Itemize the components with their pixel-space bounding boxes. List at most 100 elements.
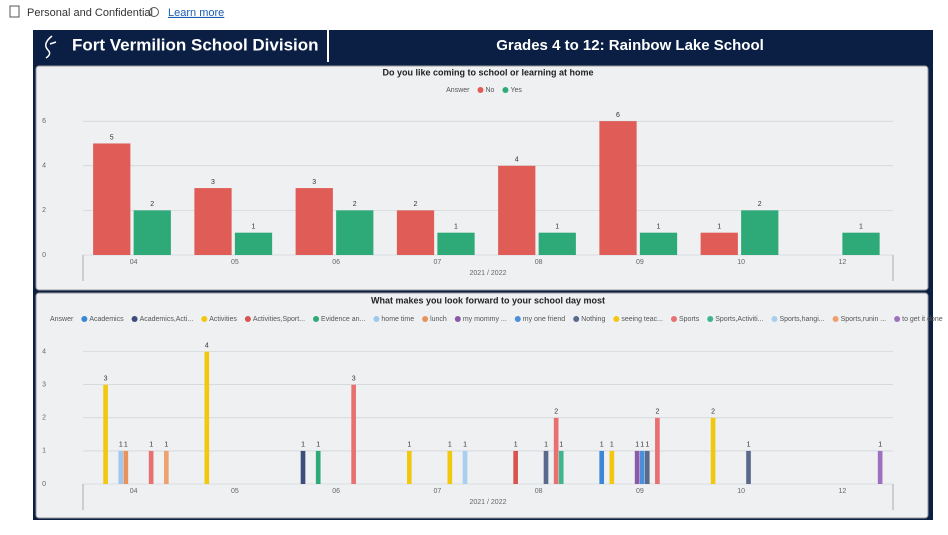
legend-dot bbox=[707, 316, 714, 322]
data-label: 2 bbox=[353, 201, 357, 208]
y-tick-label: 6 bbox=[42, 118, 46, 125]
footer-text: Our Children, Our Students, Our Future bbox=[38, 523, 179, 532]
data-label: 1 bbox=[164, 442, 168, 449]
bar bbox=[877, 450, 883, 484]
bar bbox=[351, 384, 356, 484]
y-tick-label: 0 bbox=[42, 252, 46, 259]
data-label: 1 bbox=[657, 224, 661, 231]
x-tick-label: 10 bbox=[737, 488, 745, 495]
legend-dot bbox=[514, 316, 521, 322]
data-label: 1 bbox=[454, 224, 458, 231]
bar bbox=[553, 417, 559, 484]
legend-dot bbox=[670, 316, 677, 322]
panel bbox=[35, 292, 929, 519]
x-tick-label: 10 bbox=[737, 259, 745, 266]
bar bbox=[609, 450, 615, 484]
x-tick-label: 09 bbox=[636, 259, 644, 266]
x-tick-label: 06 bbox=[332, 488, 340, 495]
bar bbox=[498, 165, 536, 255]
legend-label: Sports bbox=[679, 316, 700, 323]
data-label: 1 bbox=[717, 224, 721, 231]
bar bbox=[634, 450, 640, 484]
legend-dot bbox=[502, 87, 509, 93]
data-label: 2 bbox=[655, 409, 659, 416]
legend-label: Sports,runin ... bbox=[841, 316, 887, 323]
data-label: 2 bbox=[758, 201, 762, 208]
y-tick-label: 2 bbox=[42, 415, 46, 422]
data-label: 1 bbox=[640, 442, 644, 449]
bar bbox=[741, 210, 779, 255]
legend-dot bbox=[313, 316, 320, 322]
bar bbox=[513, 450, 518, 484]
bar bbox=[103, 384, 108, 484]
x-tick-label: 05 bbox=[231, 488, 239, 495]
bar bbox=[93, 143, 131, 255]
legend-label: No bbox=[485, 87, 494, 94]
data-label: 1 bbox=[878, 442, 882, 449]
banner-icon bbox=[9, 5, 20, 18]
learn-more-link[interactable]: Learn more bbox=[168, 7, 224, 19]
logo bbox=[45, 35, 57, 59]
data-label: 1 bbox=[316, 442, 320, 449]
info-icon bbox=[149, 7, 159, 17]
data-label: 4 bbox=[205, 342, 209, 349]
legend-label: Activities bbox=[209, 316, 237, 323]
data-label: 1 bbox=[600, 442, 604, 449]
legend-label: my mommy ... bbox=[463, 316, 507, 323]
data-label: 2 bbox=[414, 201, 418, 208]
bar bbox=[462, 450, 468, 484]
bar bbox=[842, 232, 880, 255]
y-tick-label: 3 bbox=[42, 382, 46, 389]
chart-title: What makes you look forward to your scho… bbox=[371, 295, 605, 305]
bar bbox=[538, 232, 576, 255]
bar bbox=[644, 450, 650, 484]
data-label: 1 bbox=[514, 442, 518, 449]
legend-dot bbox=[832, 316, 839, 322]
data-label: 1 bbox=[124, 442, 128, 449]
bar bbox=[558, 450, 564, 484]
data-label: 2 bbox=[554, 409, 558, 416]
bar bbox=[164, 450, 169, 484]
legend-dot bbox=[422, 316, 429, 322]
data-label: 1 bbox=[544, 442, 548, 449]
x-tick-label: 06 bbox=[332, 259, 340, 266]
x-tick-label: 08 bbox=[535, 488, 543, 495]
legend-dot bbox=[244, 316, 251, 322]
x-tick-label: 07 bbox=[433, 488, 441, 495]
legend-dot bbox=[454, 316, 461, 322]
x-tick-label: 07 bbox=[433, 259, 441, 266]
legend-title: Answer bbox=[50, 316, 74, 323]
legend-dot bbox=[81, 316, 88, 322]
data-label: 1 bbox=[252, 224, 256, 231]
chart-title: Do you like coming to school or learning… bbox=[382, 67, 593, 77]
data-label: 1 bbox=[463, 442, 467, 449]
bar bbox=[710, 417, 716, 484]
legend-label: to get it done bbox=[902, 316, 943, 323]
bar bbox=[447, 450, 453, 484]
legend-label: seeing teac... bbox=[621, 316, 663, 323]
bar bbox=[204, 351, 210, 484]
x-tick-label: 12 bbox=[838, 259, 846, 266]
x-tick-label: 04 bbox=[130, 488, 138, 495]
data-label: 1 bbox=[635, 442, 639, 449]
legend-label: my one friend bbox=[523, 316, 566, 323]
legend-dot bbox=[373, 316, 380, 322]
bar bbox=[300, 450, 306, 484]
legend-label: Sports,hangi... bbox=[779, 316, 824, 323]
bar bbox=[315, 450, 321, 484]
bar bbox=[396, 210, 435, 255]
x-tick-label: 04 bbox=[130, 259, 138, 266]
y-tick-label: 4 bbox=[42, 163, 46, 170]
bar bbox=[599, 450, 605, 484]
legend-dot bbox=[894, 316, 901, 322]
legend-label: Nothing bbox=[581, 316, 605, 323]
bar bbox=[639, 232, 678, 255]
bar bbox=[295, 188, 333, 255]
data-label: 4 bbox=[515, 157, 519, 164]
legend-label: Yes bbox=[510, 87, 522, 94]
data-label: 1 bbox=[119, 442, 123, 449]
y-tick-label: 4 bbox=[42, 348, 46, 355]
data-label: 1 bbox=[448, 442, 452, 449]
legend-label: Activities,Sport... bbox=[253, 316, 305, 323]
